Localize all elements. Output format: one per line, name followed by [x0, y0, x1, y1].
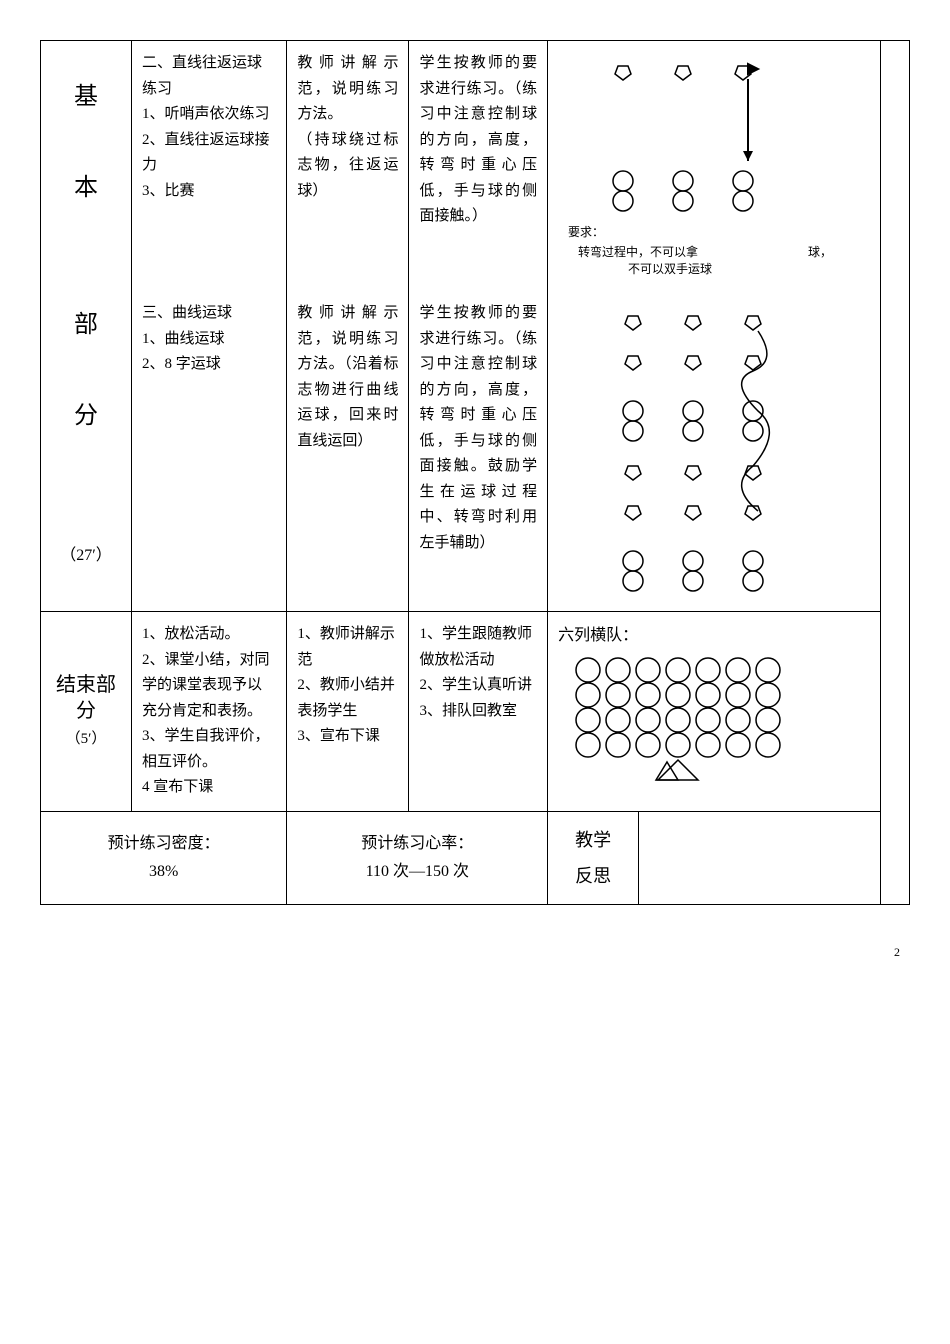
- table-row: 结束部分（5′） 1、放松活动。 2、课堂小结，对同学的课堂表现予以充分肯定和表…: [41, 612, 910, 812]
- cell-student: 学生按教师的要求进行练习。（练习中注意控制球的方向，高度，转弯时重心压低，手与球…: [409, 41, 548, 292]
- cell-teacher: 教师讲解示范，说明练习方法。（沿着标志物进行曲线运球，回来时直线运回）: [287, 291, 409, 612]
- diagram-curve-dribble: [558, 301, 838, 601]
- svg-text:不可以双手运球: 不可以双手运球: [628, 262, 712, 276]
- cell-diagram-2: [548, 291, 881, 612]
- cell-student: 1、学生跟随教师做放松活动 2、学生认真听讲 3、排队回教室: [409, 612, 548, 812]
- svg-text:球，: 球，: [808, 245, 832, 259]
- cell-formation: 六列横队：: [548, 612, 881, 812]
- table-row: 预计练习密度： 38% 预计练习心率： 110 次—150 次 教学 反思: [41, 811, 910, 904]
- formation-label: 六列横队：: [558, 622, 870, 649]
- svg-text:转弯过程中，不可以拿: 转弯过程中，不可以拿: [578, 244, 698, 259]
- section-text-1: 基本部分（27′）: [51, 75, 121, 577]
- reflection-cell: 教学 反思: [548, 811, 881, 904]
- table-row: 三、曲线运球 1、曲线运球 2、8 字运球 教师讲解示范，说明练习方法。（沿着标…: [41, 291, 910, 612]
- reflection-empty: [639, 812, 880, 904]
- reflection-label: 教学 反思: [548, 812, 639, 904]
- heartrate-cell: 预计练习心率： 110 次—150 次: [287, 811, 548, 904]
- density-cell: 预计练习密度： 38%: [41, 811, 287, 904]
- diagram-straight-dribble: 要求： 转弯过程中，不可以拿 球， 不可以双手运球: [558, 51, 838, 281]
- cell-teacher: 1、教师讲解示范 2、教师小结并表扬学生 3、宣布下课: [287, 612, 409, 812]
- table-row: 基本部分（27′） 二、直线往返运球练习 1、听哨声依次练习 2、直线往返运球接…: [41, 41, 910, 292]
- page-number: 2: [40, 905, 910, 960]
- lesson-plan-table: 基本部分（27′） 二、直线往返运球练习 1、听哨声依次练习 2、直线往返运球接…: [40, 40, 910, 905]
- section-label-end: 结束部分（5′）: [41, 612, 132, 812]
- cell-content: 二、直线往返运球练习 1、听哨声依次练习 2、直线往返运球接力 3、比赛: [132, 41, 287, 292]
- cell-student: 学生按教师的要求进行练习。（练习中注意控制球的方向，高度，转弯时重心压低，手与球…: [409, 291, 548, 612]
- cell-content: 1、放松活动。 2、课堂小结，对同学的课堂表现予以充分肯定和表扬。 3、学生自我…: [132, 612, 287, 812]
- note-label: 要求：: [568, 225, 604, 239]
- empty-right-col: [881, 41, 910, 905]
- diagram-formation: [558, 655, 818, 785]
- cell-content: 三、曲线运球 1、曲线运球 2、8 字运球: [132, 291, 287, 612]
- section-label-basic: 基本部分（27′）: [41, 41, 132, 612]
- cell-teacher: 教师讲解示范，说明练习方法。 （持球绕过标志物，往返运球）: [287, 41, 409, 292]
- section-text-3: 结束部分（5′）: [51, 672, 121, 750]
- cell-diagram-1: 要求： 转弯过程中，不可以拿 球， 不可以双手运球: [548, 41, 881, 292]
